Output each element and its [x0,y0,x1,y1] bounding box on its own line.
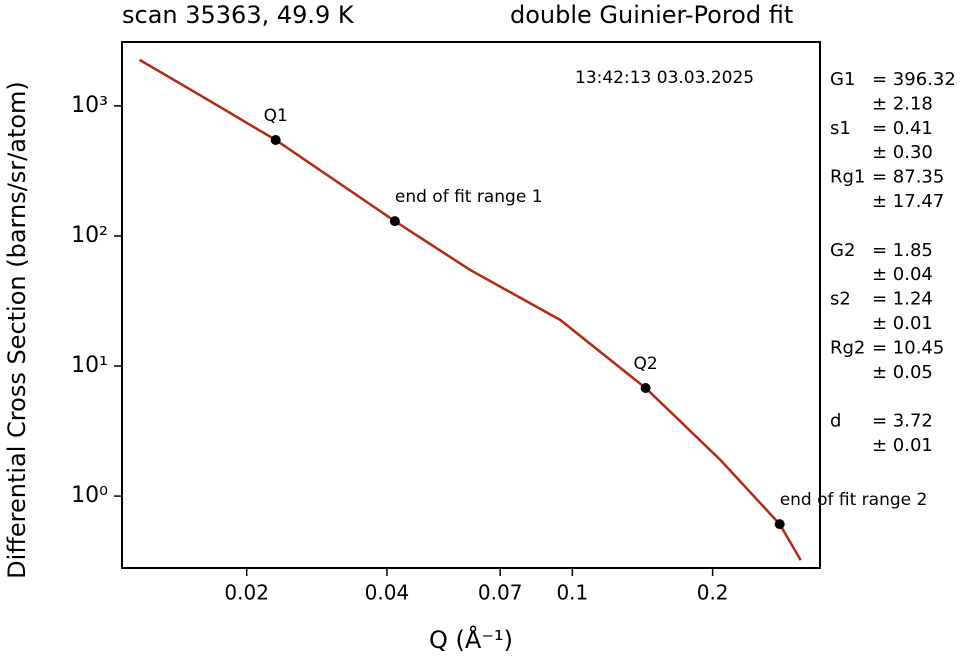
param-error: ± 0.01 [872,435,933,456]
y-tick-label: 10⁰ [71,483,108,508]
param-name: s1 [830,118,851,139]
param-name: Rg2 [830,337,865,358]
param-value: = 1.85 [872,240,933,261]
chart-subtitle: double Guinier-Porod fit [510,1,793,29]
param-name: Rg1 [830,167,865,188]
param-error: ± 0.01 [872,313,933,334]
x-axis-label: Q (Å⁻¹) [429,625,513,654]
y-tick-label: 10³ [71,93,108,118]
param-value: = 1.24 [872,289,933,310]
point [774,519,785,530]
param-error: ± 2.18 [872,93,933,114]
x-tick-label: 0.02 [224,581,269,605]
point [640,382,651,393]
x-tick-label: 0.04 [365,581,410,605]
point-label: end of fit range 2 [780,490,928,510]
x-tick-label: 0.07 [478,581,523,605]
param-error: ± 0.04 [872,264,933,285]
point [389,216,400,227]
y-tick-label: 10² [71,223,108,248]
param-name: d [830,411,841,432]
chart-title: scan 35363, 49.9 K [122,1,355,29]
param-value: = 0.41 [872,118,933,139]
param-value: = 3.72 [872,411,933,432]
point-label: Q2 [633,354,657,374]
param-name: G1 [830,69,855,90]
fit-line [138,58,802,561]
param-name: G2 [830,240,855,261]
plot-frame [121,41,821,569]
param-name: s2 [830,289,851,310]
param-value: = 10.45 [872,337,944,358]
param-error: ± 17.47 [872,191,944,212]
point-label: end of fit range 1 [395,187,543,207]
timestamp: 13:42:13 03.03.2025 [575,68,754,88]
x-tick-label: 0.2 [697,581,729,605]
y-tick-label: 10¹ [71,353,108,378]
param-value: = 396.32 [872,69,956,90]
x-tick-label: 0.1 [556,581,588,605]
point [270,134,281,145]
y-axis-label: Differential Cross Section (barns/sr/ato… [3,81,31,579]
param-error: ± 0.30 [872,142,933,163]
param-error: ± 0.05 [872,362,933,383]
param-value: = 87.35 [872,167,944,188]
point-label: Q1 [264,106,288,126]
